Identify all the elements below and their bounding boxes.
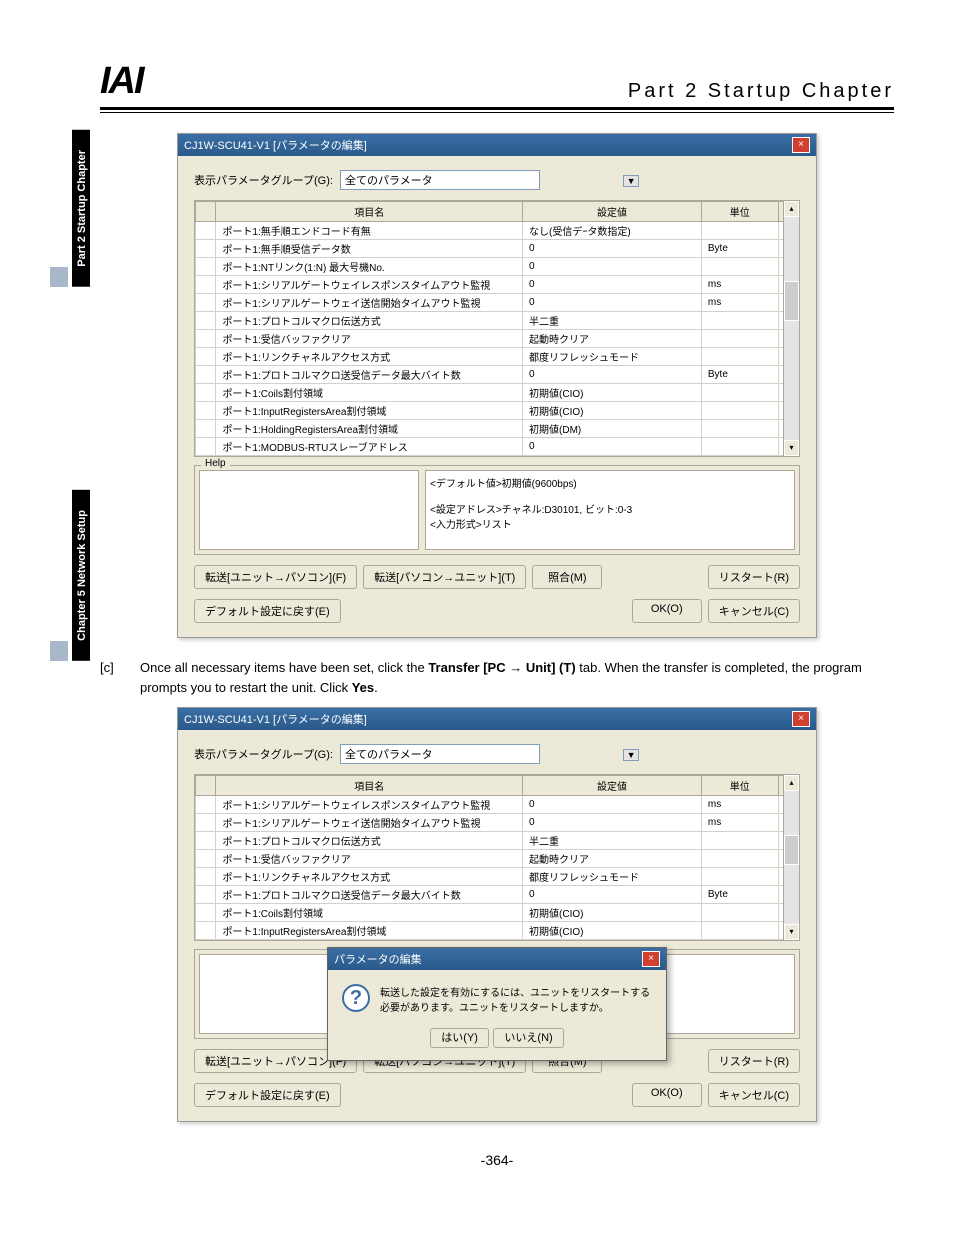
- instruction-text: Once all necessary items have been set, …: [140, 658, 894, 697]
- scrollbar[interactable]: ▴ ▾: [783, 201, 799, 456]
- restart-button[interactable]: リスタート(R): [708, 1049, 800, 1073]
- help-box: Help <デフォルト値>初期値(9600bps) <設定アドレス>チャネル:D…: [194, 465, 800, 555]
- scroll-down-icon[interactable]: ▾: [784, 440, 799, 456]
- table-row[interactable]: ポート1:InputRegistersArea割付領域初期値(CIO): [196, 402, 799, 420]
- scrollbar[interactable]: ▴ ▾: [783, 775, 799, 940]
- col-item: 項目名: [216, 202, 523, 222]
- chevron-down-icon[interactable]: ▼: [623, 749, 639, 761]
- parameter-dialog-1: CJ1W-SCU41-V1 [パラメータの編集] × 表示パラメータグループ(G…: [177, 133, 817, 638]
- table-row[interactable]: ポート1:シリアルゲートウェイ送信開始タイムアウト監視0ms: [196, 814, 799, 832]
- chevron-down-icon[interactable]: ▼: [623, 175, 639, 187]
- table-row[interactable]: ポート1:プロトコルマクロ送受信データ最大バイト数0Byte: [196, 886, 799, 904]
- col-unit: 単位: [701, 776, 778, 796]
- help-label: Help: [201, 458, 230, 469]
- transfer-from-unit-button[interactable]: 転送[ユニット→パソコン](F): [194, 565, 357, 589]
- table-row[interactable]: ポート1:InputRegistersArea割付領域初期値(CIO): [196, 922, 799, 940]
- close-icon[interactable]: ×: [642, 951, 660, 967]
- titlebar: CJ1W-SCU41-V1 [パラメータの編集] ×: [178, 134, 816, 156]
- modal-title: パラメータの編集: [334, 951, 422, 967]
- page-number: -364-: [100, 1152, 894, 1168]
- help-text-addr: <設定アドレス>チャネル:D30101, ビット:0-3: [430, 501, 790, 516]
- group-label: 表示パラメータグループ(G):: [194, 175, 333, 187]
- scroll-thumb[interactable]: [784, 835, 799, 865]
- help-text-format: <入力形式>リスト: [430, 516, 790, 531]
- table-row[interactable]: ポート1:受信バッファクリア起動時クリア: [196, 330, 799, 348]
- parameter-table: 項目名 設定値 単位 ポート1:シリアルゲートウェイレスポンスタイムアウト監視0…: [195, 775, 799, 940]
- restart-button[interactable]: リスタート(R): [708, 565, 800, 589]
- modal-message: 転送した設定を有効にするには、ユニットをリスタートする必要があります。ユニットを…: [380, 984, 652, 1014]
- page-header: IAI Part 2 Startup Chapter: [100, 60, 894, 103]
- question-icon: ?: [342, 984, 370, 1012]
- col-val: 設定値: [523, 202, 702, 222]
- scroll-up-icon[interactable]: ▴: [784, 775, 799, 791]
- scroll-up-icon[interactable]: ▴: [784, 201, 799, 217]
- part-title: Part 2 Startup Chapter: [628, 80, 894, 103]
- table-row[interactable]: ポート1:MODBUS-RTUスレーブアドレス0: [196, 438, 799, 456]
- ok-button[interactable]: OK(O): [632, 1083, 702, 1107]
- logo: IAI: [100, 60, 143, 103]
- table-row[interactable]: ポート1:プロトコルマクロ送受信データ最大バイト数0Byte: [196, 366, 799, 384]
- parameter-table: 項目名 設定値 単位 ポート1:無手順エンドコード有無なし(受信デｰタ数指定)ポ…: [195, 201, 799, 456]
- help-left-pane: [199, 470, 419, 550]
- table-row[interactable]: ポート1:受信バッファクリア起動時クリア: [196, 850, 799, 868]
- restart-confirm-modal: パラメータの編集 × ? 転送した設定を有効にするには、ユニットをリスタートする…: [327, 947, 667, 1061]
- cancel-button[interactable]: キャンセル(C): [708, 599, 800, 623]
- group-dropdown[interactable]: 全てのパラメータ: [340, 744, 540, 764]
- instruction-label: [c]: [100, 658, 140, 697]
- default-button[interactable]: デフォルト設定に戻す(E): [194, 599, 341, 623]
- compare-button[interactable]: 照合(M): [532, 565, 602, 589]
- table-row[interactable]: ポート1:HoldingRegistersArea割付領域初期値(DM): [196, 420, 799, 438]
- table-row[interactable]: ポート1:シリアルゲートウェイレスポンスタイムアウト監視0ms: [196, 276, 799, 294]
- scroll-down-icon[interactable]: ▾: [784, 924, 799, 940]
- table-row[interactable]: ポート1:プロトコルマクロ伝送方式半二重: [196, 312, 799, 330]
- col-unit: 単位: [701, 202, 778, 222]
- no-button[interactable]: いいえ(N): [493, 1028, 563, 1048]
- help-text-default: <デフォルト値>初期値(9600bps): [430, 475, 790, 490]
- default-button[interactable]: デフォルト設定に戻す(E): [194, 1083, 341, 1107]
- modal-titlebar: パラメータの編集 ×: [328, 948, 666, 970]
- table-row[interactable]: ポート1:シリアルゲートウェイ送信開始タイムアウト監視0ms: [196, 294, 799, 312]
- titlebar: CJ1W-SCU41-V1 [パラメータの編集] ×: [178, 708, 816, 730]
- dialog-title: CJ1W-SCU41-V1 [パラメータの編集]: [184, 711, 367, 727]
- table-row[interactable]: ポート1:リンクチャネルアクセス方式都度リフレッシュモード: [196, 348, 799, 366]
- col-val: 設定値: [523, 776, 702, 796]
- table-row[interactable]: ポート1:リンクチャネルアクセス方式都度リフレッシュモード: [196, 868, 799, 886]
- help-right-pane: <デフォルト値>初期値(9600bps) <設定アドレス>チャネル:D30101…: [425, 470, 795, 550]
- table-row[interactable]: ポート1:プロトコルマクロ伝送方式半二重: [196, 832, 799, 850]
- table-row[interactable]: ポート1:Coils割付領域初期値(CIO): [196, 904, 799, 922]
- group-dropdown[interactable]: 全てのパラメータ: [340, 170, 540, 190]
- cancel-button[interactable]: キャンセル(C): [708, 1083, 800, 1107]
- table-row[interactable]: ポート1:シリアルゲートウェイレスポンスタイムアウト監視0ms: [196, 796, 799, 814]
- table-row[interactable]: ポート1:無手順受信データ数0Byte: [196, 240, 799, 258]
- instruction-c: [c] Once all necessary items have been s…: [100, 658, 894, 697]
- group-label: 表示パラメータグループ(G):: [194, 749, 333, 761]
- col-item: 項目名: [216, 776, 523, 796]
- scroll-thumb[interactable]: [784, 281, 799, 321]
- close-icon[interactable]: ×: [792, 137, 810, 153]
- dialog-title: CJ1W-SCU41-V1 [パラメータの編集]: [184, 137, 367, 153]
- table-row[interactable]: ポート1:Coils割付領域初期値(CIO): [196, 384, 799, 402]
- close-icon[interactable]: ×: [792, 711, 810, 727]
- table-row[interactable]: ポート1:無手順エンドコード有無なし(受信デｰタ数指定): [196, 222, 799, 240]
- table-row[interactable]: ポート1:NTリンク(1:N) 最大号機No.0: [196, 258, 799, 276]
- ok-button[interactable]: OK(O): [632, 599, 702, 623]
- yes-button[interactable]: はい(Y): [430, 1028, 489, 1048]
- transfer-to-unit-button[interactable]: 転送[パソコン→ユニット](T): [363, 565, 526, 589]
